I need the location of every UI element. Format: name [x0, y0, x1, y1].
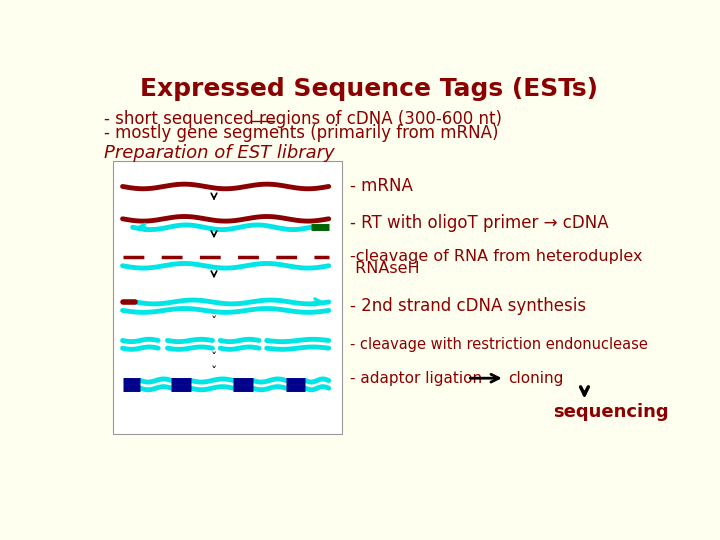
Text: - mostly gene segments (primarily from mRNA): - mostly gene segments (primarily from m… [104, 124, 498, 141]
Text: Expressed Sequence Tags (ESTs): Expressed Sequence Tags (ESTs) [140, 77, 598, 102]
Text: - mRNA: - mRNA [350, 178, 413, 195]
Text: cloning: cloning [508, 370, 564, 386]
FancyBboxPatch shape [113, 161, 342, 434]
Text: ˇ: ˇ [211, 352, 217, 365]
Text: Preparation of EST library: Preparation of EST library [104, 144, 335, 163]
Text: RNAseH: RNAseH [350, 261, 419, 275]
Text: ˇ: ˇ [211, 316, 217, 329]
Text: - adaptor ligation: - adaptor ligation [350, 370, 482, 386]
Text: - RT with oligoT primer → cDNA: - RT with oligoT primer → cDNA [350, 214, 608, 232]
Text: -cleavage of RNA from heteroduplex: -cleavage of RNA from heteroduplex [350, 249, 642, 264]
Text: ˇ: ˇ [211, 366, 217, 379]
Text: sequencing: sequencing [554, 403, 669, 421]
Text: - cleavage with restriction endonuclease: - cleavage with restriction endonuclease [350, 337, 647, 352]
Text: - 2nd strand cDNA synthesis: - 2nd strand cDNA synthesis [350, 297, 586, 315]
Text: - short sequenced regions of cDNA (300-600 nt): - short sequenced regions of cDNA (300-6… [104, 110, 502, 127]
